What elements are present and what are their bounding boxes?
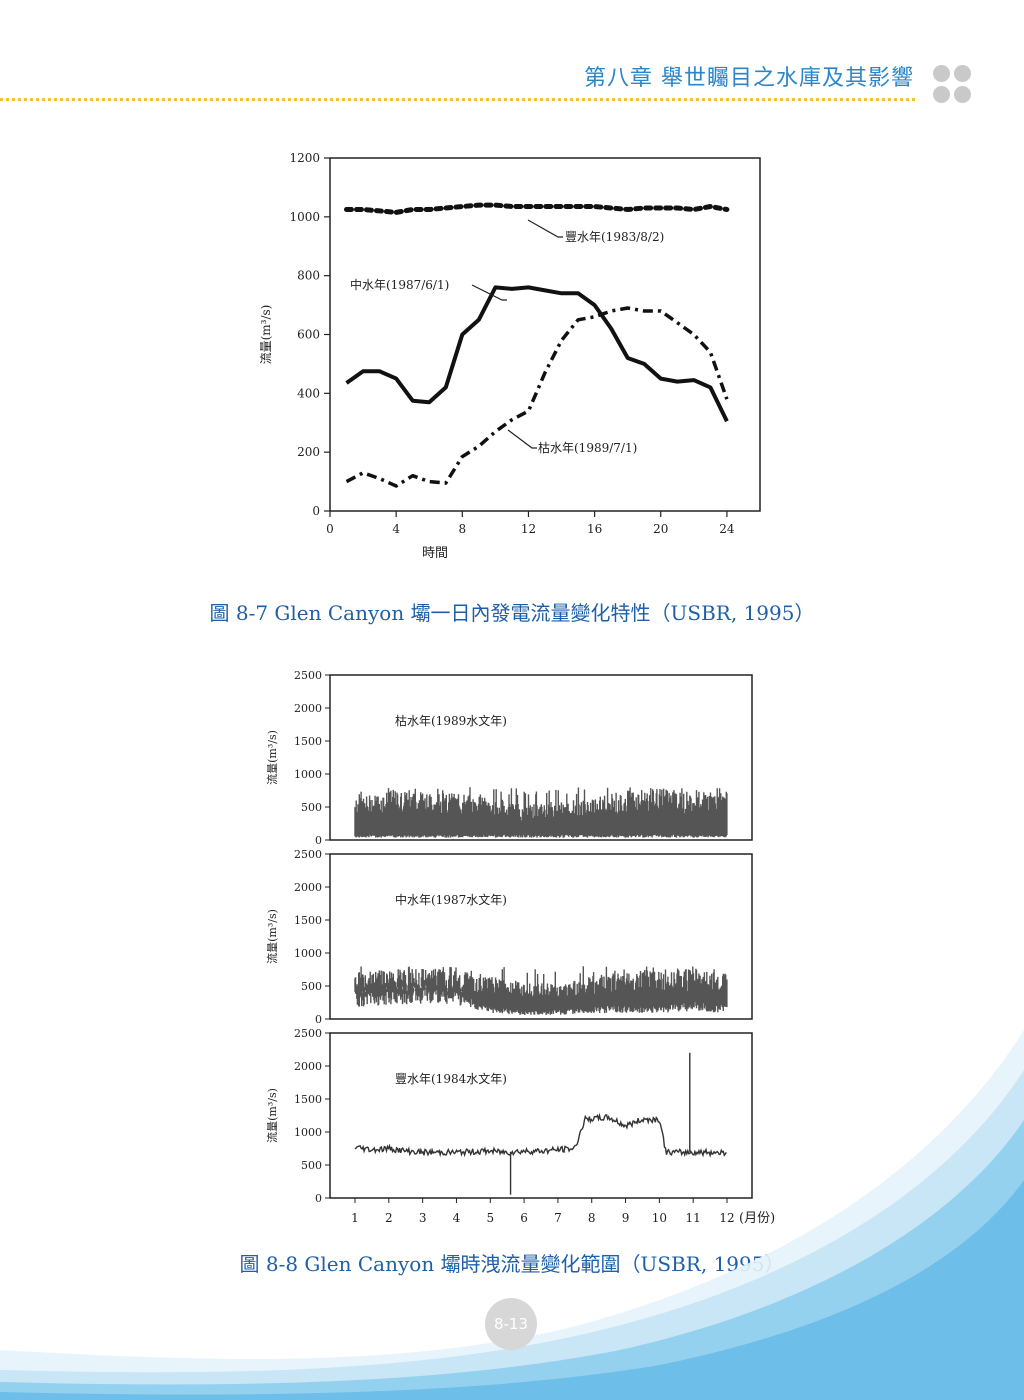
series-label: 中水年(1987/6/1) (350, 277, 449, 292)
panel-2: 0 500 1000 1500 2000 2500 流量(m³/s) 豐水年(1984水文年) (265, 1027, 753, 1205)
x-tick-label: 2 (385, 1211, 393, 1225)
y-tick-label: 1000 (294, 947, 322, 960)
y-tick-label: 0 (315, 1192, 322, 1205)
y-axis-label: 流量(m³/s) (265, 1088, 279, 1143)
x-tick-label: 20 (653, 522, 668, 536)
y-tick-label: 1000 (294, 1126, 322, 1139)
y-tick-label: 2500 (294, 1027, 322, 1040)
panel-1: 0 500 1000 1500 2000 2500 流量(m³/s) 中水年(1987水文年) (265, 848, 753, 1026)
y-tick-label: 600 (297, 328, 320, 342)
flow-range-band (354, 966, 728, 1015)
y-tick-label: 2000 (294, 881, 322, 894)
x-tick-label: 4 (392, 522, 400, 536)
series-label: 枯水年(1989/7/1) (538, 440, 637, 455)
y-tick-label: 0 (315, 1013, 322, 1026)
x-tick-label: 9 (622, 1211, 630, 1225)
y-tick-label: 1500 (294, 914, 322, 927)
series-leader-line (527, 219, 563, 238)
daily-discharge-line-chart: 0 200 400 600 800 1000 1200 0 4 8 12 16 20 24 豐水年(19… (259, 151, 761, 561)
x-tick-label: 11 (686, 1211, 701, 1225)
x-tick-label: 4 (453, 1211, 461, 1225)
series-line-1 (345, 285, 729, 423)
y-tick-label: 800 (297, 269, 320, 283)
hourly-release-range-chart: 05001000150020002500流量(m³/s)枯水年(1989水文年)… (265, 669, 775, 1226)
panel-frame (329, 1032, 753, 1199)
blue-wave-decoration (0, 1030, 1024, 1400)
y-tick-label: 1000 (294, 768, 322, 781)
panel-label: 枯水年(1989水文年) (395, 713, 507, 728)
four-grey-dots-icon (933, 65, 973, 105)
flow-range-band (354, 787, 728, 838)
y-axis-label: 流量(m³/s) (265, 909, 279, 964)
x-tick-label: 12 (719, 1211, 734, 1225)
y-tick-label: 500 (301, 980, 322, 993)
panel-label: 中水年(1987水文年) (395, 892, 507, 907)
x-tick-label: 10 (652, 1211, 667, 1225)
x-tick-label: 3 (419, 1211, 427, 1225)
page-header: 第八章 舉世矚目之水庫及其影響 (0, 0, 1024, 110)
figure-caption-8-8: 圖 8-8 Glen Canyon 壩時洩流量變化範圍（USBR, 1995） (239, 1252, 785, 1276)
series-leader-line (471, 284, 507, 301)
y-tick-label: 500 (301, 801, 322, 814)
x-tick-label: 8 (588, 1211, 596, 1225)
figure-8-7-chart: 0 200 400 600 800 1000 1200 0 4 8 12 16 20 24 豐水年(19… (240, 140, 780, 570)
panel-label: 豐水年(1984水文年) (395, 1071, 507, 1086)
y-tick-label: 0 (315, 834, 322, 847)
y-tick-label: 2500 (294, 848, 322, 861)
x-tick-label: 0 (326, 522, 334, 536)
figure-8-8-chart: 0 500 1000 1500 2000 2500 流量(m³/s) 枯水年(1989水文年)… (250, 660, 790, 1230)
y-tick-label: 400 (297, 386, 320, 400)
x-tick-label: 6 (520, 1211, 528, 1225)
y-tick-label: 0 (312, 504, 320, 518)
y-tick-label: 2500 (294, 669, 322, 682)
page-number-badge: 8-13 (485, 1298, 537, 1350)
series-line-2 (345, 306, 729, 488)
y-tick-label: 2000 (294, 702, 322, 715)
x-tick-label: 16 (587, 522, 602, 536)
figure-caption-8-7: 圖 8-7 Glen Canyon 壩一日內發電流量變化特性（USBR, 199… (209, 601, 815, 625)
panel-frame (329, 674, 753, 841)
x-tick-label: 7 (554, 1211, 562, 1225)
x-tick-label: 12 (521, 522, 536, 536)
chapter-title: 第八章 舉世矚目之水庫及其影響 (584, 66, 914, 91)
flow-line (354, 1112, 727, 1158)
x-tick-label: 24 (719, 522, 735, 536)
x-axis-unit-label: (月份) (739, 1211, 775, 1226)
y-tick-label: 1500 (294, 1093, 322, 1106)
series-label: 豐水年(1983/8/2) (565, 230, 664, 244)
header-dotted-rule (0, 98, 915, 101)
y-tick-label: 1500 (294, 735, 322, 748)
y-tick-label: 1000 (289, 210, 320, 224)
series-leader-line (507, 429, 537, 449)
y-tick-label: 2000 (294, 1060, 322, 1073)
series-line-0 (344, 202, 730, 215)
x-axis-label: 時間 (422, 546, 448, 561)
x-tick-label: 5 (486, 1211, 494, 1225)
y-axis-label: 流量(m³/s) (259, 305, 273, 365)
x-tick-label: 1 (351, 1211, 359, 1225)
panel-frame (329, 853, 753, 1020)
x-tick-label: 8 (458, 522, 466, 536)
y-axis-label: 流量(m³/s) (265, 730, 279, 785)
y-tick-label: 500 (301, 1159, 322, 1172)
y-tick-label: 1200 (289, 151, 320, 165)
y-tick-label: 200 (297, 445, 320, 459)
panel-0: 0 500 1000 1500 2000 2500 流量(m³/s) 枯水年(1989水文年) (265, 669, 753, 847)
